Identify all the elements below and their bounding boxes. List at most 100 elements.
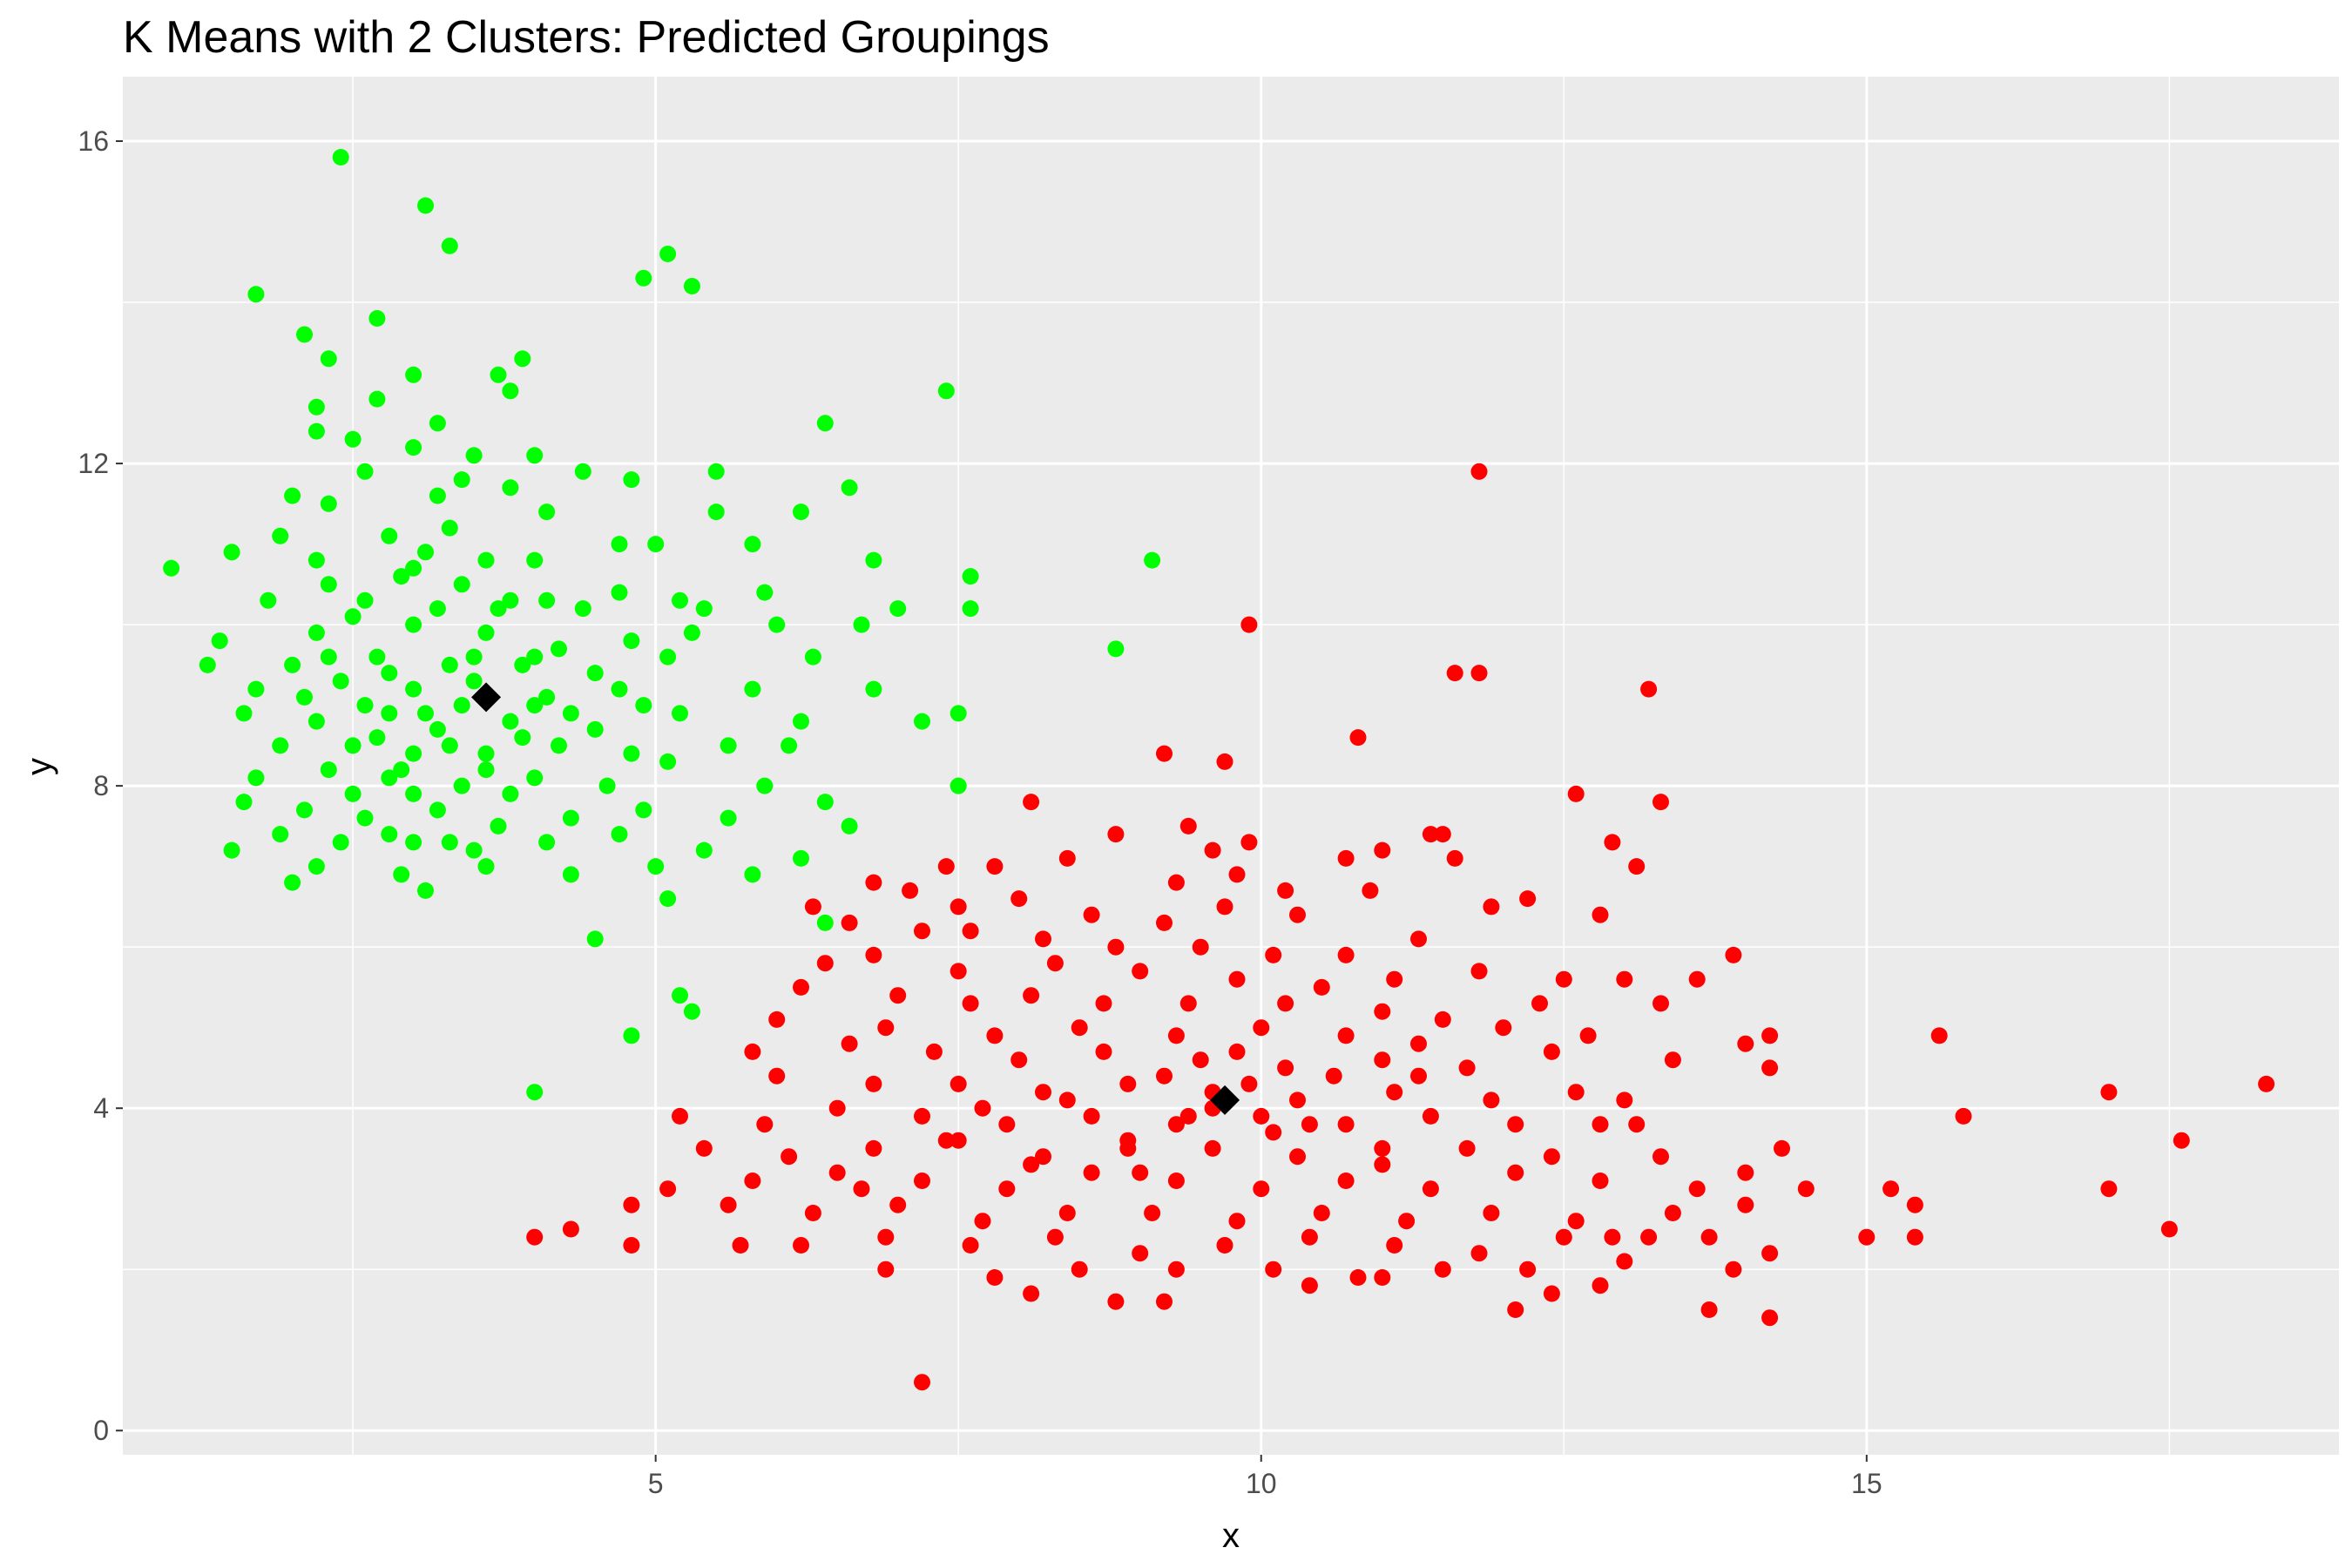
data-point-cluster-2	[925, 1043, 943, 1060]
data-point-cluster-1	[744, 866, 761, 883]
data-point-cluster-1	[538, 591, 556, 609]
data-point-cluster-2	[1253, 1019, 1270, 1037]
data-point-cluster-1	[247, 680, 265, 698]
data-point-cluster-1	[623, 632, 640, 650]
data-point-cluster-2	[1737, 1196, 1754, 1213]
data-point-cluster-2	[1761, 1309, 1779, 1327]
data-point-cluster-1	[526, 769, 544, 787]
data-point-cluster-2	[877, 1228, 895, 1246]
data-point-cluster-2	[1071, 1019, 1088, 1037]
data-point-cluster-2	[1604, 1228, 1621, 1246]
data-point-cluster-1	[490, 817, 507, 835]
data-point-cluster-1	[804, 648, 821, 666]
data-point-cluster-2	[950, 1132, 967, 1149]
data-point-cluster-2	[1035, 930, 1051, 948]
data-point-cluster-2	[1543, 1285, 1560, 1302]
data-point-cluster-2	[937, 858, 955, 875]
data-point-cluster-2	[1458, 1139, 1476, 1157]
data-point-cluster-2	[1289, 1148, 1306, 1166]
data-point-cluster-2	[1132, 963, 1149, 980]
data-point-cluster-1	[393, 866, 410, 883]
data-point-cluster-1	[514, 656, 531, 673]
grid-minor	[123, 77, 2339, 1455]
data-point-cluster-1	[320, 495, 337, 512]
data-point-cluster-2	[1470, 665, 1488, 682]
data-point-cluster-2	[889, 1196, 907, 1213]
data-point-cluster-2	[1253, 1107, 1270, 1125]
data-point-cluster-1	[320, 761, 337, 779]
data-point-cluster-1	[368, 310, 386, 327]
centroid-markers	[471, 682, 1240, 1115]
data-point-cluster-1	[356, 463, 374, 480]
data-point-cluster-2	[1519, 890, 1537, 908]
data-point-cluster-1	[502, 713, 519, 730]
data-point-cluster-2	[768, 1010, 786, 1028]
data-point-cluster-2	[623, 1237, 640, 1254]
data-point-cluster-2	[1240, 834, 1258, 851]
data-point-cluster-2	[1797, 1180, 1815, 1198]
data-point-cluster-2	[1023, 794, 1040, 811]
data-point-cluster-1	[308, 422, 325, 440]
data-point-cluster-1	[247, 769, 265, 787]
data-point-cluster-1	[502, 591, 519, 609]
data-point-cluster-1	[720, 809, 737, 827]
data-point-cluster-1	[586, 930, 604, 948]
data-point-cluster-1	[659, 648, 677, 666]
data-point-cluster-1	[235, 794, 253, 811]
data-point-cluster-1	[720, 737, 737, 754]
data-point-cluster-2	[1107, 938, 1125, 956]
data-point-cluster-2	[914, 1107, 930, 1125]
data-point-cluster-2	[1458, 1059, 1476, 1077]
data-point-cluster-1	[284, 874, 301, 891]
data-point-cluster-2	[986, 1269, 1004, 1286]
data-point-cluster-1	[526, 1084, 544, 1101]
data-point-cluster-2	[1434, 1260, 1451, 1278]
data-point-cluster-2	[914, 1173, 930, 1189]
data-point-cluster-1	[393, 761, 410, 779]
data-point-cluster-1	[308, 398, 325, 416]
x-axis-title: x	[1222, 1517, 1240, 1555]
data-point-cluster-2	[914, 1374, 930, 1391]
data-point-cluster-1	[223, 544, 240, 561]
data-point-cluster-2	[1688, 1180, 1706, 1198]
data-point-cluster-2	[1374, 841, 1391, 859]
data-point-cluster-1	[683, 1003, 700, 1020]
data-point-cluster-2	[1483, 898, 1500, 916]
data-point-cluster-1	[793, 849, 809, 867]
data-point-cluster-1	[574, 463, 591, 480]
data-point-cluster-2	[2100, 1084, 2118, 1101]
data-point-cluster-1	[417, 882, 434, 899]
data-point-cluster-2	[1349, 1269, 1367, 1286]
data-point-cluster-2	[1216, 1237, 1233, 1254]
data-point-cluster-2	[1083, 1164, 1100, 1181]
data-points	[163, 149, 2275, 1391]
data-point-cluster-1	[465, 841, 483, 859]
data-point-cluster-2	[889, 987, 907, 1004]
data-point-cluster-2	[828, 1099, 846, 1117]
data-point-cluster-2	[1434, 826, 1451, 843]
data-point-cluster-2	[1640, 680, 1658, 698]
data-point-cluster-2	[793, 978, 809, 996]
data-point-cluster-2	[1156, 1293, 1173, 1310]
data-point-cluster-1	[477, 745, 495, 762]
data-point-cluster-1	[368, 648, 386, 666]
data-point-cluster-2	[1192, 1051, 1209, 1069]
data-point-cluster-2	[1156, 1067, 1173, 1085]
data-point-cluster-2	[1543, 1148, 1560, 1166]
data-point-cluster-1	[453, 697, 470, 714]
data-point-cluster-1	[477, 858, 495, 875]
data-point-cluster-1	[490, 600, 507, 618]
data-point-cluster-2	[2173, 1132, 2190, 1149]
data-point-cluster-2	[1507, 1164, 1524, 1181]
data-point-cluster-2	[2160, 1220, 2178, 1238]
data-point-cluster-2	[1313, 978, 1330, 996]
data-point-cluster-1	[635, 697, 652, 714]
data-point-cluster-2	[1167, 1173, 1185, 1189]
x-tick-label: 5	[648, 1468, 664, 1499]
data-point-cluster-1	[562, 809, 579, 827]
data-point-cluster-1	[272, 527, 289, 544]
data-point-cluster-1	[441, 834, 458, 851]
data-point-cluster-1	[502, 479, 519, 497]
data-point-cluster-2	[1592, 906, 1609, 923]
data-point-cluster-2	[1179, 817, 1197, 835]
